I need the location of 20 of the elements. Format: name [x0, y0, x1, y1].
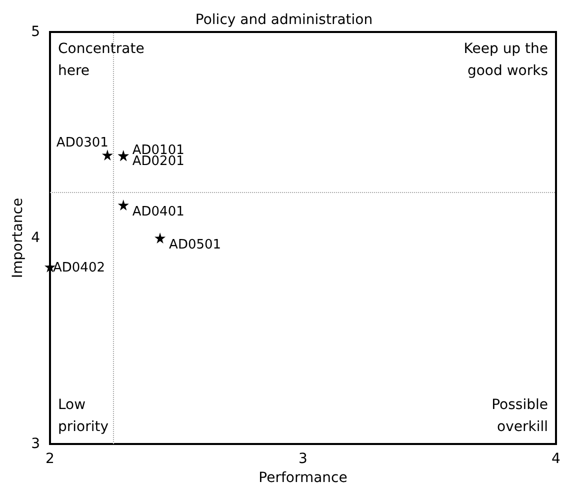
- y-axis-title: Importance: [10, 198, 26, 278]
- annotation: AD0301: [56, 135, 108, 150]
- annotation: AD0501: [169, 238, 222, 252]
- annotation: Possible overkill: [492, 397, 548, 435]
- x-axis-title: Performance: [258, 470, 348, 486]
- x-tick-label: 2: [46, 451, 54, 467]
- y-tick-label: 3: [31, 436, 40, 452]
- annotation: Low priority: [58, 397, 109, 435]
- y-tick-label: 5: [31, 24, 40, 40]
- annotation: Concentrate here: [58, 41, 144, 79]
- annotation: AD0402: [53, 260, 105, 276]
- x-tick-label: 4: [552, 451, 561, 467]
- point: [102, 149, 113, 160]
- chart-title: Policy and administration: [195, 12, 373, 28]
- point: [118, 200, 129, 211]
- point: [154, 232, 166, 244]
- annotation: AD0401: [132, 204, 184, 220]
- annotation: Keep up the good works: [464, 41, 548, 79]
- x-tick-label: 3: [298, 451, 308, 467]
- y-tick-label: 4: [31, 230, 40, 246]
